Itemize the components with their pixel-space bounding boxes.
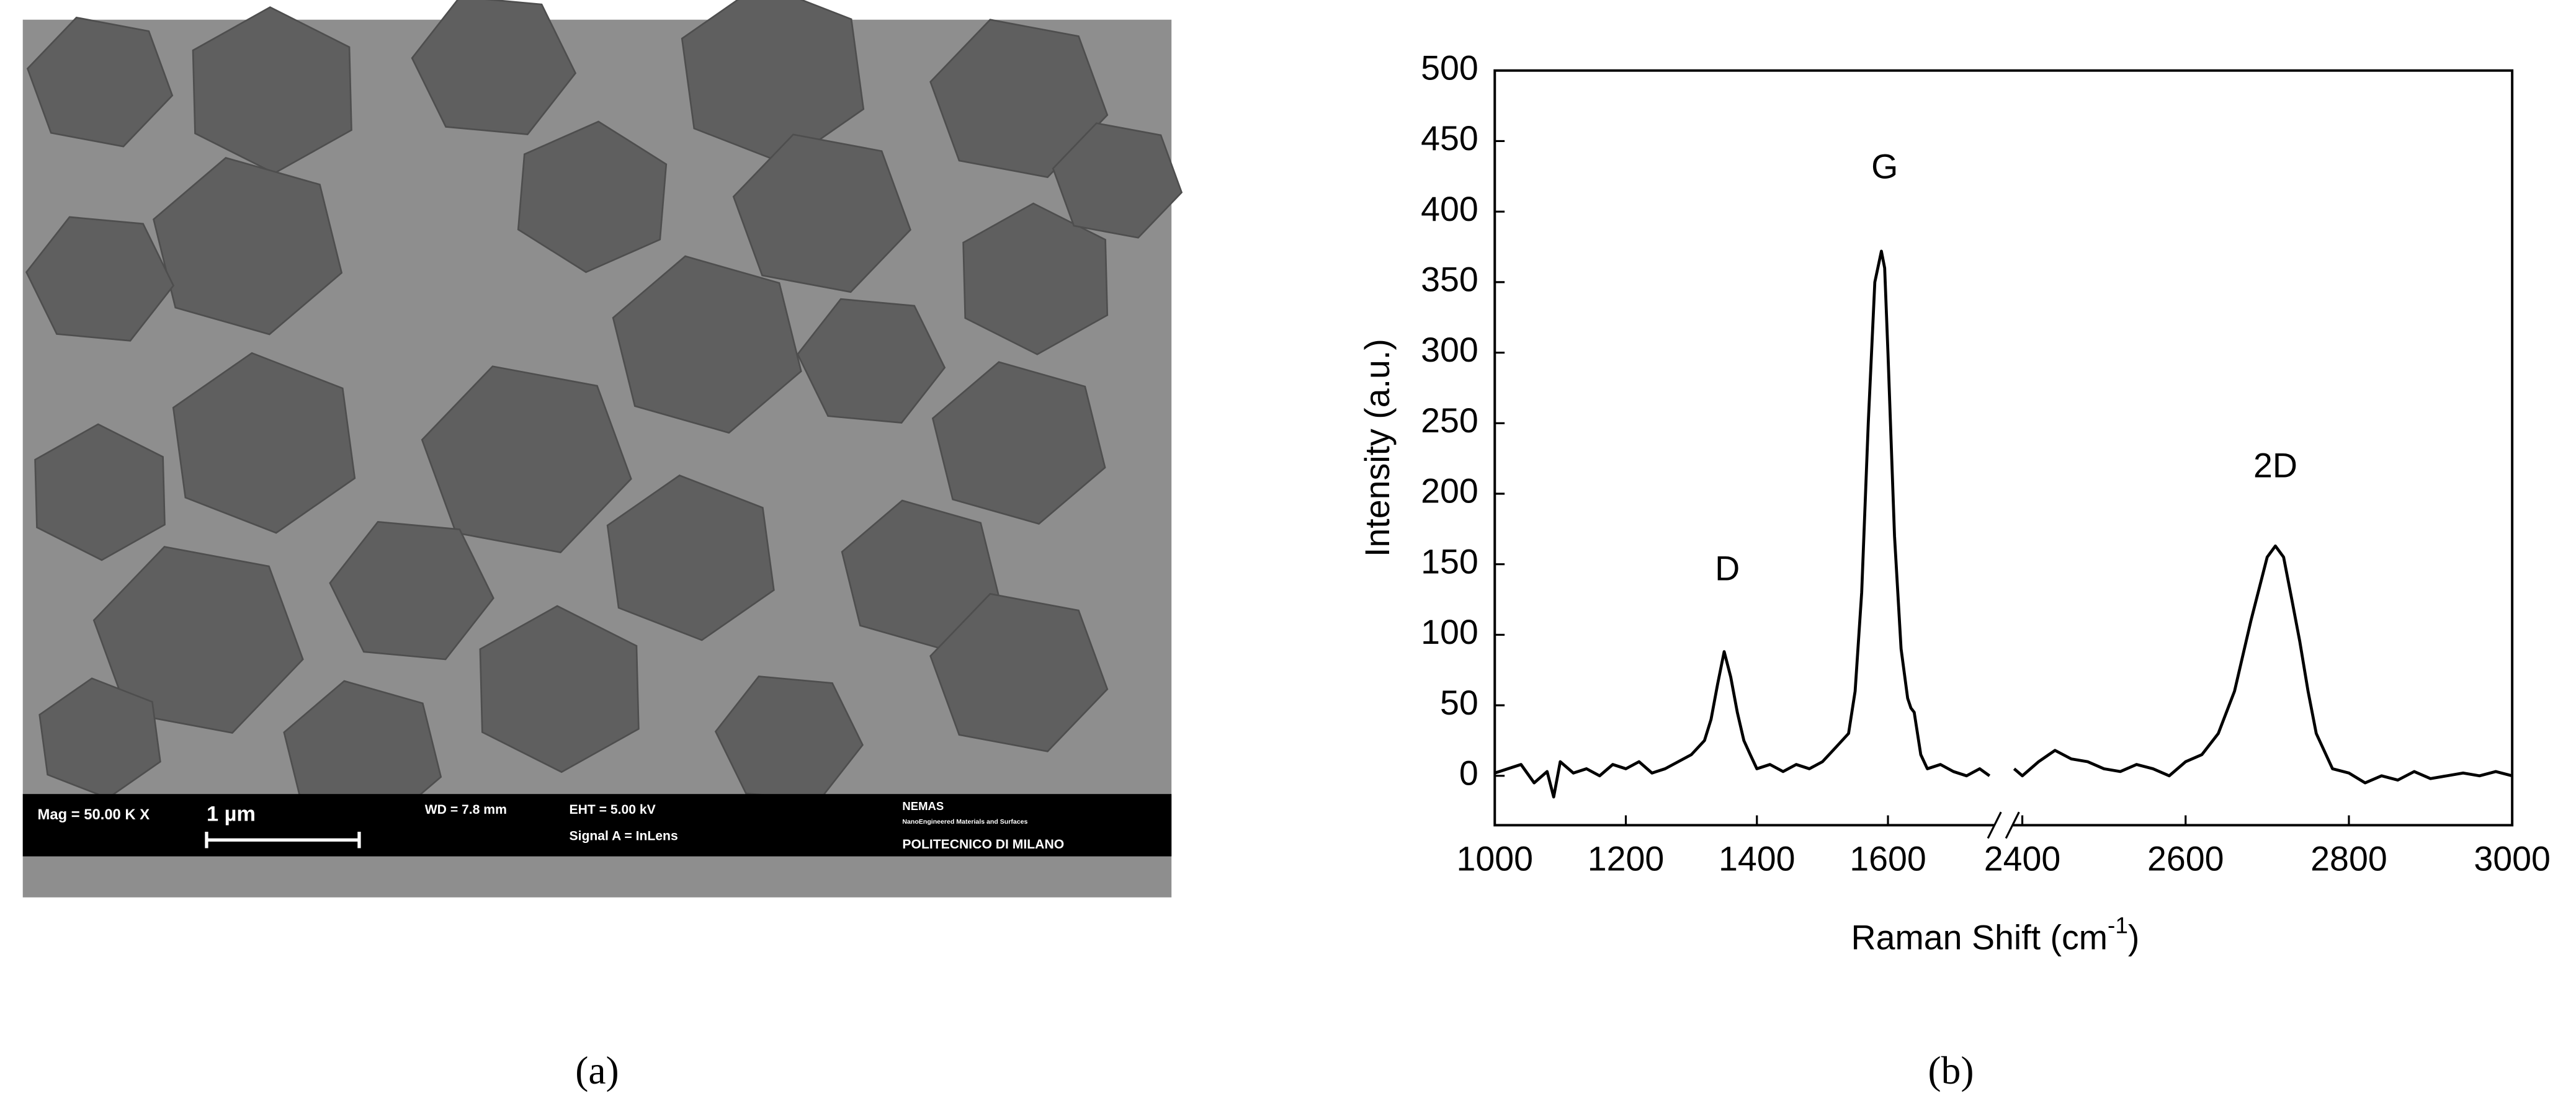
info-scale: 1 µm [207,803,256,826]
info-mag: Mag = 50.00 K X [38,806,150,823]
flake [153,156,343,336]
x-axis-label-main: Raman Shift (cm [1851,918,2108,956]
flake [929,19,1109,179]
flake [797,298,946,424]
axis-break-mark [1987,811,2002,839]
info-eht: EHT = 5.00 kV [570,803,656,817]
flake [92,546,304,734]
peak-label: G [1871,148,1898,186]
flake [479,605,640,773]
info-bar [22,794,1172,857]
info-lab: NEMAS [902,799,944,813]
flake [962,202,1109,355]
caption-a: (a) [575,1048,619,1092]
info-wd: WD = 7.8 mm [425,803,507,817]
y-tick-label: 300 [1421,331,1478,369]
y-tick-label: 250 [1421,401,1478,440]
flake [34,423,166,561]
x-axis-label-end: ) [2128,918,2140,956]
x-tick-label: 2600 [2147,839,2224,878]
caption-b: (b) [1928,1048,1974,1092]
x-tick-label: 1600 [1849,839,1926,878]
flake [732,133,911,293]
x-tick-label: 2800 [2310,839,2387,878]
y-tick-label: 150 [1421,542,1478,581]
x-axis-label: Raman Shift (cm-1) [1851,912,2140,956]
flake [612,255,802,434]
y-tick-label: 0 [1459,754,1478,792]
x-tick-label: 3000 [2474,839,2551,878]
flake [1052,122,1183,239]
flake [26,16,174,148]
flake [517,120,668,274]
axis-break-mark [2005,811,2020,839]
y-tick-label: 350 [1421,261,1478,299]
y-tick-label: 500 [1421,48,1478,87]
spectrum-line [1494,249,2513,799]
info-institution: POLITECNICO DI MILANO [902,837,1064,852]
x-tick-label: 1200 [1588,839,1665,878]
flake [25,216,175,342]
flake [172,352,356,534]
plot-frame [1493,69,2514,827]
flake [411,0,577,136]
raman-chart: Intensity (a.u.) Raman Shift (cm-1) 0 50 1… [1358,48,2551,956]
y-axis-label: Intensity (a.u.) [1358,339,1397,557]
info-signal: Signal A = InLens [570,829,678,844]
y-tick-label: 400 [1421,190,1478,228]
x-tick-label: 1400 [1719,839,1796,878]
flake [606,474,775,641]
x-axis-label-sup: -1 [2108,912,2128,938]
peak-label: D [1715,550,1740,588]
flake [929,593,1109,752]
y-tick-label: 450 [1421,119,1478,158]
flakes [25,0,1183,829]
y-tick-label: 100 [1421,613,1478,651]
y-tick-label: 50 [1440,684,1478,722]
x-tick-label: 2400 [1984,839,2061,878]
y-tick-label: 200 [1421,472,1478,510]
info-lab-sub: NanoEngineered Materials and Surfaces [902,818,1027,826]
x-tick-label: 1000 [1456,839,1533,878]
axis-break-gap [1994,820,2013,831]
flake [931,361,1106,525]
peak-label: 2D [2253,447,2297,485]
sem-image: Mag = 50.00 K X 1 µm WD = 7.8 mm EHT = 5… [22,0,1183,897]
flake [329,520,494,661]
flake [421,365,632,553]
